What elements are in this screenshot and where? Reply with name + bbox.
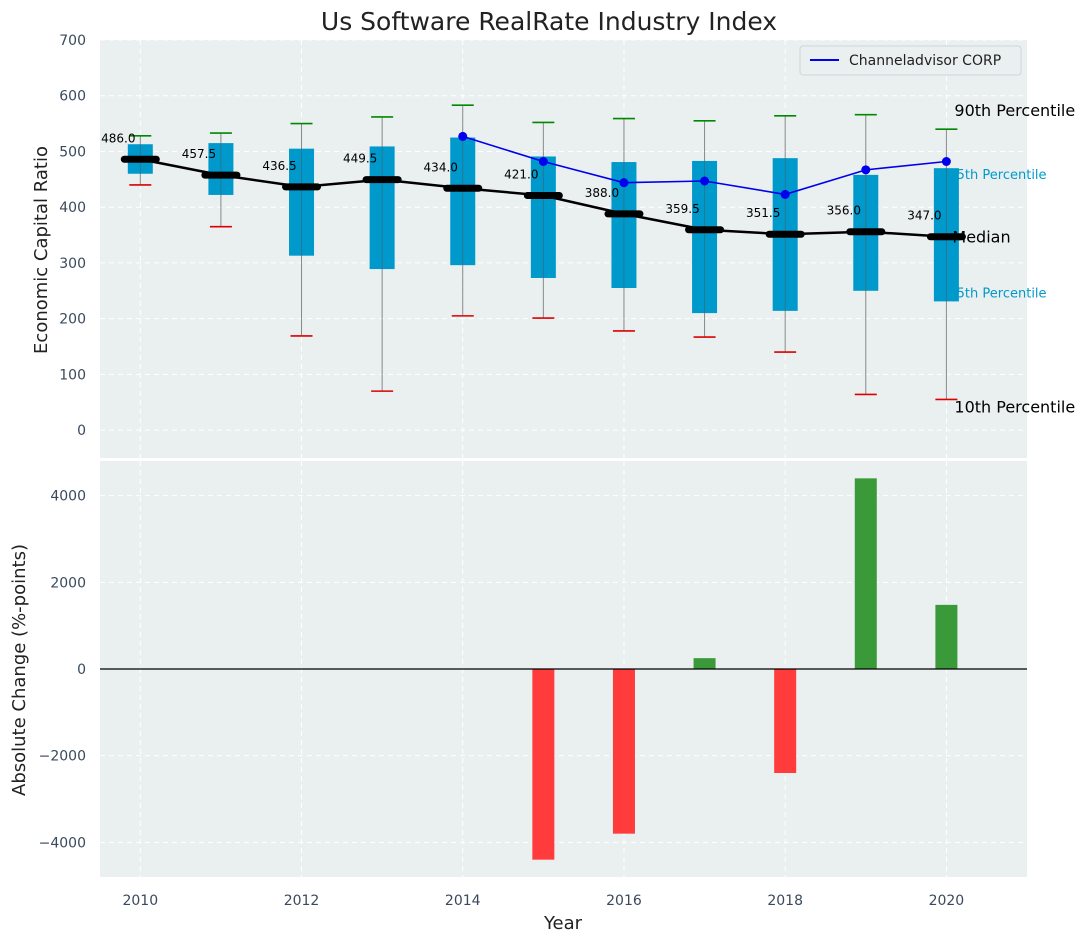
top-plot-background [100,40,1027,458]
x-axis-label: Year [543,913,583,934]
company-point [619,178,629,188]
change-bar [693,658,716,669]
bottom-y-tick-label: −4000 [39,835,86,851]
top-y-tick-label: 300 [59,256,86,272]
top-y-tick-label: 400 [59,200,86,216]
bottom-panel: −4000 −2000 0 2000 4000 2010 2012 2014 2016 2018 2… [39,461,1027,909]
top-panel: 0 100 200 300 400 500 600 700 486.0 457.5 436.5 449… [59,33,1075,458]
top-y-tick-label: 500 [59,144,86,160]
bottom-y-tick-label: −2000 [39,749,86,765]
company-point [700,176,710,186]
bottom-y-tick-label: 0 [77,662,86,678]
median-value-label: 421.0 [504,167,538,181]
change-bar [532,669,555,860]
company-point [941,156,951,166]
annotation-75th-percentile: 75th Percentile [948,168,1046,183]
x-tick-label: 2016 [606,893,642,909]
change-bar [612,669,635,834]
median-value-label: 434.0 [424,160,458,174]
chart-title: Us Software RealRate Industry Index [321,7,777,36]
median-value-label: 449.5 [343,152,377,166]
x-tick-label: 2020 [929,893,965,909]
median-value-label: 359.5 [665,202,699,216]
legend-label-company: Channeladvisor CORP [849,53,1001,69]
median-value-label: 388.0 [585,186,619,200]
annotation-25th-percentile: 25th Percentile [948,286,1046,301]
annotation-90th-percentile: 90th Percentile [954,101,1075,120]
annotation-median: Median [952,228,1010,247]
legend-box [799,45,1022,76]
change-bar [774,669,797,773]
median-value-label: 486.0 [101,131,135,145]
change-bar [854,478,877,669]
top-y-tick-label: 200 [59,312,86,328]
change-bar [935,604,958,669]
bottom-y-tick-label: 2000 [50,575,86,591]
x-tick-label: 2014 [445,893,481,909]
company-point [780,189,790,199]
bottom-y-axis-label: Absolute Change (%-points) [9,544,30,796]
legend: Channeladvisor CORP [799,45,1022,76]
median-value-label: 356.0 [827,204,861,218]
top-y-tick-label: 100 [59,367,86,383]
company-point [458,131,468,141]
company-point [861,165,871,175]
median-value-label: 436.5 [262,159,296,173]
x-tick-label: 2018 [767,893,803,909]
top-y-tick-label: 600 [59,89,86,105]
bottom-y-tick-label: 4000 [50,489,86,505]
x-tick-label: 2010 [122,893,158,909]
company-point [538,156,548,166]
x-tick-label: 2012 [284,893,320,909]
annotation-10th-percentile: 10th Percentile [954,397,1075,416]
median-value-label: 351.5 [746,206,780,220]
top-y-tick-label: 0 [77,423,86,439]
median-value-label: 347.0 [907,209,941,223]
top-y-axis-label: Economic Capital Ratio [31,146,52,354]
top-y-tick-label: 700 [59,33,86,49]
median-value-label: 457.5 [182,147,216,161]
